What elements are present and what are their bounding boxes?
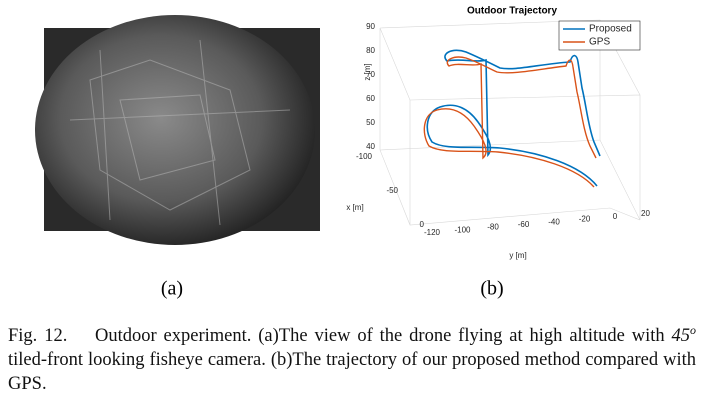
legend-label: GPS bbox=[589, 37, 610, 48]
panel-label: (a) bbox=[161, 278, 183, 300]
z-tick-label: 40 bbox=[366, 142, 375, 151]
x-tick-label: -100 bbox=[356, 152, 373, 161]
y-tick-label: -100 bbox=[454, 225, 471, 234]
z-tick-label: 60 bbox=[366, 94, 375, 103]
math-sup: o bbox=[690, 323, 697, 337]
figure: (a) (b) Outdoor Trajectory z [m] x [m] y… bbox=[35, 6, 650, 300]
y-tick-label: -20 bbox=[579, 215, 591, 224]
building-texture bbox=[69, 39, 291, 226]
z-tick-label: 70 bbox=[366, 70, 375, 79]
caption-text: Outdoor experiment. (a)The view of the d… bbox=[94, 326, 665, 347]
caption: Fig. 12. Outdoor experiment. (a)The view… bbox=[8, 318, 696, 396]
fisheye-image bbox=[35, 15, 315, 245]
caption-number: Fig. 12. bbox=[8, 326, 68, 347]
panel-label: (b) bbox=[480, 278, 503, 300]
z-tick-label: 90 bbox=[366, 22, 375, 31]
caption-text: tiled-front looking fisheye camera. (b)T… bbox=[8, 350, 696, 395]
y-tick-label: 20 bbox=[641, 209, 650, 218]
z-tick-label: 50 bbox=[366, 118, 375, 127]
axis-label: z [m] bbox=[363, 63, 372, 80]
y-tick-label: 0 bbox=[613, 212, 618, 221]
y-tick-label: -80 bbox=[487, 223, 499, 232]
y-tick-label: -120 bbox=[424, 228, 441, 237]
x-tick-label: 0 bbox=[420, 220, 425, 229]
plot-box bbox=[379, 19, 641, 226]
trajectory bbox=[423, 56, 597, 188]
legend-label: Proposed bbox=[589, 24, 632, 35]
plot-title: Outdoor Trajectory bbox=[467, 6, 557, 17]
axis-label: y [m] bbox=[509, 251, 526, 260]
math-base: 45 bbox=[671, 326, 691, 347]
z-tick-label: 80 bbox=[366, 46, 375, 55]
math: 45o bbox=[671, 323, 697, 347]
axis-label: x [m] bbox=[346, 203, 363, 212]
x-tick-label: -50 bbox=[386, 186, 398, 195]
y-tick-label: -60 bbox=[518, 220, 530, 229]
legend bbox=[558, 20, 641, 51]
y-tick-label: -40 bbox=[548, 217, 560, 226]
